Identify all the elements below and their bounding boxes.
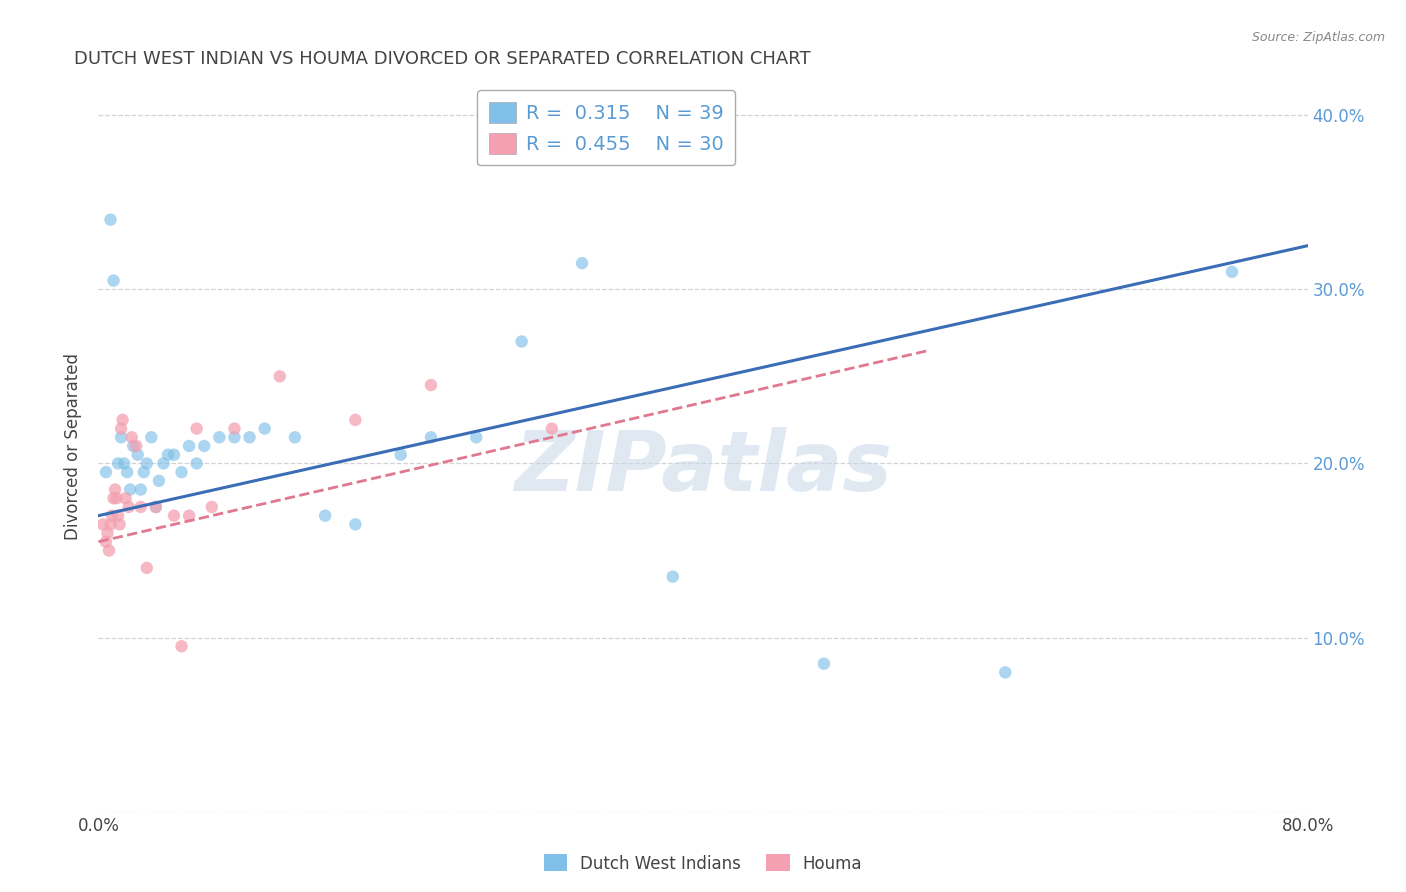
Point xyxy=(135,561,157,575)
Point xyxy=(145,500,167,514)
Point xyxy=(510,334,533,349)
Point xyxy=(571,256,593,270)
Point xyxy=(129,483,152,497)
Point xyxy=(314,508,336,523)
Point xyxy=(170,640,193,654)
Point xyxy=(224,421,246,435)
Point xyxy=(148,474,170,488)
Point xyxy=(125,439,148,453)
Point xyxy=(284,430,307,444)
Point xyxy=(105,491,128,506)
Point xyxy=(186,421,208,435)
Point xyxy=(465,430,488,444)
Point xyxy=(103,274,125,288)
Text: ZIPatlas: ZIPatlas xyxy=(515,427,891,508)
Point xyxy=(110,421,132,435)
Point xyxy=(344,517,367,532)
Text: DUTCH WEST INDIAN VS HOUMA DIVORCED OR SEPARATED CORRELATION CHART: DUTCH WEST INDIAN VS HOUMA DIVORCED OR S… xyxy=(75,50,811,68)
Point xyxy=(170,465,193,479)
Point xyxy=(540,421,562,435)
Point xyxy=(193,439,215,453)
Point xyxy=(104,483,127,497)
Point xyxy=(224,430,246,444)
Point xyxy=(145,500,167,514)
Text: Source: ZipAtlas.com: Source: ZipAtlas.com xyxy=(1251,31,1385,45)
Point xyxy=(127,448,149,462)
Point xyxy=(114,491,136,506)
Point xyxy=(120,483,142,497)
Point xyxy=(122,439,145,453)
Point xyxy=(344,413,367,427)
Point xyxy=(186,457,208,471)
Point xyxy=(208,430,231,444)
Point xyxy=(1220,265,1243,279)
Point xyxy=(101,508,124,523)
Point xyxy=(994,665,1017,680)
Point xyxy=(661,569,683,583)
Point xyxy=(163,508,186,523)
Point xyxy=(107,457,129,471)
Point xyxy=(132,465,155,479)
Point xyxy=(121,430,143,444)
Point xyxy=(94,534,117,549)
Point xyxy=(179,439,201,453)
Point xyxy=(420,378,443,392)
Point xyxy=(112,457,135,471)
Point xyxy=(94,465,117,479)
Point xyxy=(152,457,174,471)
Point xyxy=(96,526,118,541)
Point xyxy=(201,500,224,514)
Point xyxy=(129,500,152,514)
Point xyxy=(103,491,125,506)
Point xyxy=(389,448,412,462)
Point xyxy=(98,543,121,558)
Point xyxy=(253,421,276,435)
Point xyxy=(239,430,262,444)
Point xyxy=(100,212,122,227)
Y-axis label: Divorced or Separated: Divorced or Separated xyxy=(65,352,83,540)
Point xyxy=(135,457,157,471)
Point xyxy=(163,448,186,462)
Point xyxy=(156,448,179,462)
Point xyxy=(179,508,201,523)
Point xyxy=(111,413,134,427)
Point xyxy=(107,508,129,523)
Point xyxy=(420,430,443,444)
Legend: Dutch West Indians, Houma: Dutch West Indians, Houma xyxy=(537,847,869,880)
Point xyxy=(110,430,132,444)
Point xyxy=(115,465,138,479)
Point xyxy=(269,369,291,384)
Legend: R =  0.315    N = 39, R =  0.455    N = 30: R = 0.315 N = 39, R = 0.455 N = 30 xyxy=(477,90,735,165)
Point xyxy=(118,500,141,514)
Point xyxy=(100,517,122,532)
Point xyxy=(108,517,131,532)
Point xyxy=(141,430,163,444)
Point xyxy=(813,657,835,671)
Point xyxy=(91,517,114,532)
